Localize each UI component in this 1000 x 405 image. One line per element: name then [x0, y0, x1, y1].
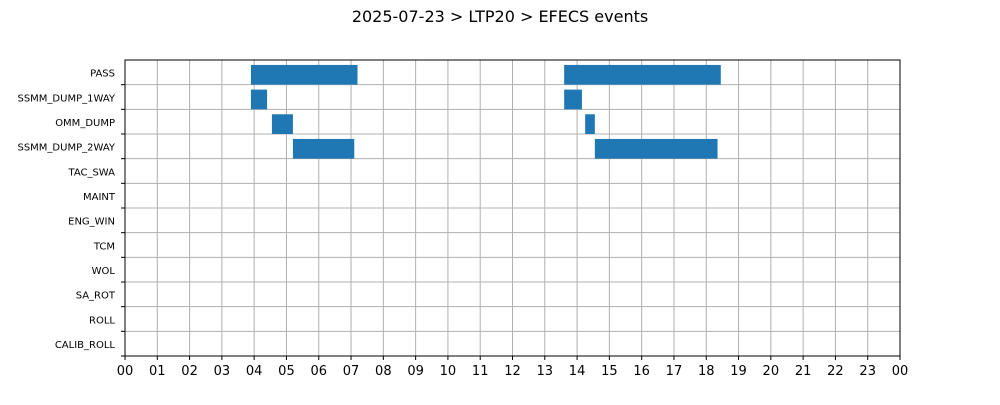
event-bar: [292, 138, 355, 159]
x-tick-label: 05: [278, 364, 295, 379]
x-tick-label: 03: [214, 364, 231, 379]
event-bar: [271, 114, 293, 134]
y-tick-label: OMM_DUMP: [55, 118, 115, 129]
y-tick-label: SSMM_DUMP_2WAY: [17, 143, 115, 154]
x-tick-label: 10: [440, 364, 457, 379]
x-tick-label: 19: [730, 364, 747, 379]
x-tick-label: 12: [504, 364, 521, 379]
x-tick-label: 17: [666, 364, 683, 379]
y-tick-label: ROLL: [89, 315, 115, 326]
y-tick-label: TAC_SWA: [67, 167, 115, 178]
x-tick-label: 18: [698, 364, 715, 379]
x-tick-label: 01: [149, 364, 166, 379]
y-tick-label: ENG_WIN: [68, 217, 115, 228]
y-tick-label: SA_ROT: [76, 291, 116, 302]
event-bar: [594, 138, 718, 159]
y-tick-label: MAINT: [83, 192, 116, 203]
x-tick-label: 14: [569, 364, 586, 379]
event-bar: [250, 64, 358, 85]
label-layer: PASS SSMM_DUMP_1WAY OMM_DUMP SSMM_DUMP_2WAY…: [17, 69, 908, 379]
bar-layer: [250, 64, 721, 159]
x-tick-label: 22: [827, 364, 844, 379]
y-tick-label: TCM: [93, 241, 115, 252]
x-tick-label: 00: [892, 364, 909, 379]
x-tick-label: 21: [795, 364, 812, 379]
x-tick-label: 11: [472, 364, 489, 379]
event-bar: [564, 89, 582, 110]
x-tick-label: 16: [633, 364, 650, 379]
x-tick-label: 07: [343, 364, 360, 379]
y-tick-label: WOL: [92, 266, 116, 277]
x-tick-label: 15: [601, 364, 618, 379]
grid-layer: [124, 60, 901, 357]
x-tick-label: 23: [859, 364, 876, 379]
x-tick-label: 06: [310, 364, 327, 379]
event-bar: [585, 114, 595, 134]
x-tick-label: 13: [537, 364, 554, 379]
event-bar: [564, 64, 721, 85]
x-tick-label: 02: [181, 364, 198, 379]
chart-title: 2025-07-23 > LTP20 > EFECS events: [352, 7, 648, 26]
x-tick-label: 04: [246, 364, 263, 379]
x-tick-label: 20: [763, 364, 780, 379]
event-bar: [250, 89, 268, 110]
x-tick-label: 08: [375, 364, 392, 379]
x-tick-label: 09: [407, 364, 424, 379]
axis-layer: [121, 59, 901, 360]
y-tick-label: PASS: [90, 69, 115, 80]
y-tick-label: CALIB_ROLL: [55, 340, 116, 351]
x-tick-label: 00: [117, 364, 134, 379]
y-tick-label: SSMM_DUMP_1WAY: [17, 93, 115, 104]
